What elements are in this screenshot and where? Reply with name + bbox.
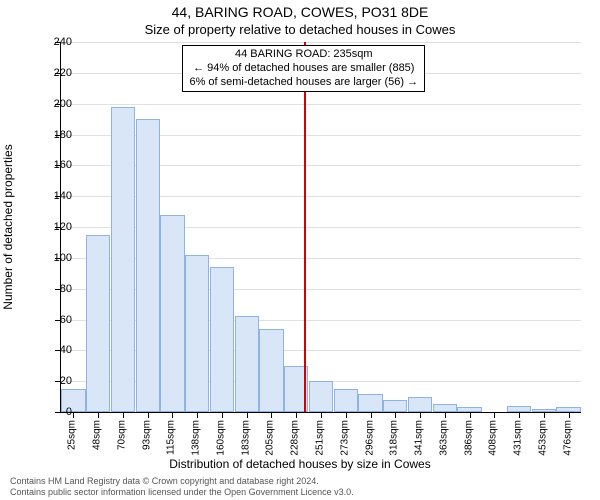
x-tick — [222, 412, 223, 418]
plot-area: 44 BARING ROAD: 235sqm ← 94% of detached… — [60, 42, 581, 413]
y-tick-label: 0 — [32, 406, 72, 418]
y-tick-label: 20 — [32, 375, 72, 387]
histogram-bar — [334, 389, 358, 412]
grid-line — [61, 104, 581, 105]
x-tick — [519, 412, 520, 418]
x-tick — [247, 412, 248, 418]
y-tick-label: 40 — [32, 344, 72, 356]
y-tick-label: 240 — [32, 36, 72, 48]
x-tick — [148, 412, 149, 418]
x-tick-label: 363sqm — [438, 420, 449, 456]
footer-line-2: Contains public sector information licen… — [10, 487, 354, 498]
footer-attribution: Contains HM Land Registry data © Crown c… — [10, 476, 354, 498]
annotation-box: 44 BARING ROAD: 235sqm ← 94% of detached… — [182, 45, 425, 92]
x-tick-label: 318sqm — [389, 420, 400, 456]
x-tick-label: 93sqm — [141, 420, 152, 450]
x-tick-label: 251sqm — [315, 420, 326, 456]
x-tick — [544, 412, 545, 418]
y-axis-title: Number of detached properties — [1, 144, 15, 309]
x-tick-label: 48sqm — [92, 420, 103, 450]
x-tick-label: 25sqm — [67, 420, 78, 450]
x-tick-label: 205sqm — [265, 420, 276, 456]
x-tick-label: 183sqm — [240, 420, 251, 456]
marker-line — [304, 42, 306, 412]
histogram-bar — [210, 267, 234, 412]
grid-line — [61, 42, 581, 43]
x-tick — [445, 412, 446, 418]
x-tick — [271, 412, 272, 418]
histogram-bar — [433, 404, 457, 412]
x-tick-label: 228sqm — [290, 420, 301, 456]
x-tick-label: 273sqm — [339, 420, 350, 456]
annotation-line-2: ← 94% of detached houses are smaller (88… — [189, 62, 418, 76]
x-tick — [73, 412, 74, 418]
x-tick — [197, 412, 198, 418]
x-tick-label: 341sqm — [414, 420, 425, 456]
histogram-bar — [136, 119, 160, 412]
x-tick — [569, 412, 570, 418]
x-tick — [123, 412, 124, 418]
histogram-bar — [185, 255, 209, 412]
x-tick-label: 476sqm — [562, 420, 573, 456]
histogram-bar — [235, 316, 259, 412]
x-tick — [395, 412, 396, 418]
histogram-bar — [358, 394, 382, 413]
x-tick — [321, 412, 322, 418]
footer-line-1: Contains HM Land Registry data © Crown c… — [10, 476, 354, 487]
histogram-bar — [383, 400, 407, 412]
histogram-bar — [408, 397, 432, 412]
x-tick-label: 408sqm — [488, 420, 499, 456]
x-tick — [346, 412, 347, 418]
x-tick-label: 453sqm — [537, 420, 548, 456]
x-tick — [371, 412, 372, 418]
y-tick-label: 120 — [32, 221, 72, 233]
x-tick-label: 138sqm — [191, 420, 202, 456]
x-tick — [172, 412, 173, 418]
histogram-bar — [309, 381, 333, 412]
x-tick-label: 160sqm — [215, 420, 226, 456]
x-tick-label: 296sqm — [364, 420, 375, 456]
annotation-line-1: 44 BARING ROAD: 235sqm — [189, 48, 418, 62]
histogram-bar — [86, 235, 110, 412]
x-tick — [98, 412, 99, 418]
y-tick-label: 200 — [32, 98, 72, 110]
chart-title-main: 44, BARING ROAD, COWES, PO31 8DE — [0, 4, 600, 20]
x-tick-label: 115sqm — [166, 420, 177, 455]
x-tick — [420, 412, 421, 418]
property-size-histogram: 44, BARING ROAD, COWES, PO31 8DE Size of… — [0, 0, 600, 500]
chart-title-sub: Size of property relative to detached ho… — [0, 22, 600, 37]
x-tick-label: 431sqm — [513, 420, 524, 456]
histogram-bar — [111, 107, 135, 412]
y-tick-label: 160 — [32, 159, 72, 171]
x-tick — [296, 412, 297, 418]
y-tick-label: 60 — [32, 314, 72, 326]
y-tick-label: 140 — [32, 190, 72, 202]
y-tick-label: 80 — [32, 283, 72, 295]
y-tick-label: 100 — [32, 252, 72, 264]
y-tick-label: 220 — [32, 67, 72, 79]
x-tick-label: 70sqm — [116, 420, 127, 450]
x-tick-label: 386sqm — [463, 420, 474, 456]
x-tick — [470, 412, 471, 418]
y-tick-label: 180 — [32, 129, 72, 141]
x-tick — [494, 412, 495, 418]
histogram-bar — [259, 329, 283, 412]
histogram-bar — [160, 215, 184, 412]
x-axis-title: Distribution of detached houses by size … — [0, 457, 600, 471]
annotation-line-3: 6% of semi-detached houses are larger (5… — [189, 76, 418, 90]
